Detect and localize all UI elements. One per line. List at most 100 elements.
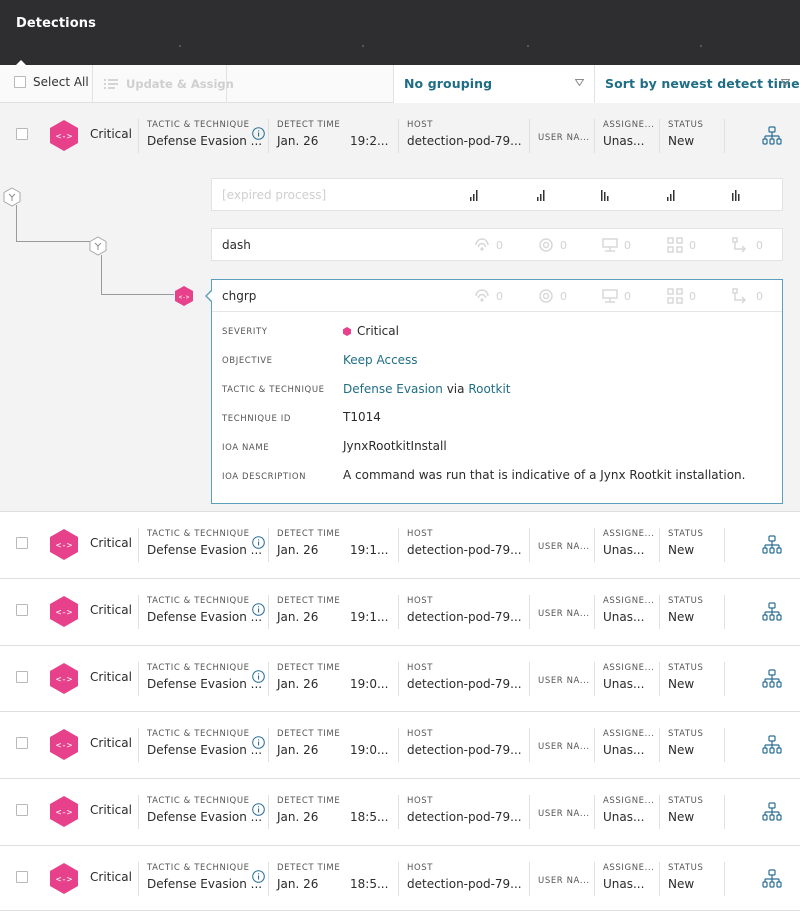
status-value: New	[668, 677, 695, 691]
info-icon[interactable]	[252, 670, 265, 683]
dns-icon	[539, 238, 553, 252]
info-icon[interactable]	[252, 536, 265, 549]
tactic-value: Defense Evasion ...	[147, 543, 263, 557]
assignee-label: ASSIGNE...	[603, 596, 655, 606]
process-node-icon[interactable]	[89, 236, 107, 256]
host-label: HOST	[407, 120, 434, 130]
process-node-icon[interactable]	[3, 187, 21, 207]
host-label: HOST	[407, 596, 434, 606]
update-assign-button[interactable]: Update & Assign	[104, 77, 234, 91]
column-divider	[724, 595, 725, 629]
column-divider	[594, 662, 595, 696]
column-divider	[529, 119, 530, 153]
info-icon[interactable]	[252, 803, 265, 816]
column-divider	[138, 795, 139, 829]
critical-process-node-icon[interactable]: <->	[174, 285, 194, 307]
detect-date-value: Jan. 26	[277, 610, 319, 624]
tree-connector	[101, 294, 174, 295]
process-detail-panel[interactable]: chgrp 0 0 0 0 0 SEVERITY Critical OBJECT…	[211, 279, 783, 504]
user-name-label: USER NA...	[538, 133, 590, 143]
tactic-link[interactable]: Defense Evasion	[343, 382, 443, 396]
severity-text: Critical	[90, 536, 132, 550]
sort-dropdown[interactable]: Sort by newest detect time	[594, 65, 800, 103]
info-icon[interactable]	[252, 870, 265, 883]
process-tree-icon[interactable]	[762, 669, 782, 689]
critical-severity-icon: <->	[50, 120, 78, 151]
info-icon[interactable]	[252, 603, 265, 616]
column-divider	[529, 862, 530, 896]
tactic-technique-field: Defense Evasion via Rootkit	[343, 382, 511, 396]
modules-stat: 0	[667, 237, 696, 253]
row-checkbox[interactable]	[16, 604, 28, 616]
detect-date-value: Jan. 26	[277, 810, 319, 824]
process-tree-icon[interactable]	[762, 602, 782, 622]
detection-row[interactable]: <-> Critical TACTIC & TECHNIQUE Defense …	[0, 579, 800, 646]
detection-row[interactable]: <-> Critical TACTIC & TECHNIQUE Defense …	[0, 712, 800, 779]
select-all-control[interactable]: Select All	[14, 75, 89, 89]
user-name-label: USER NA...	[538, 876, 590, 886]
process-expired[interactable]: [expired process]	[211, 178, 783, 211]
detection-row[interactable]: <-> Critical TACTIC & TECHNIQUE Defense …	[0, 779, 800, 846]
grouping-dropdown[interactable]: No grouping	[393, 65, 594, 103]
select-all-checkbox[interactable]	[14, 76, 26, 88]
column-divider	[138, 728, 139, 762]
row-checkbox[interactable]	[16, 737, 28, 749]
column-divider	[268, 662, 269, 696]
process-dash[interactable]: dash 0 0 0 0 0	[211, 228, 783, 261]
detection-row[interactable]: <-> Critical TACTIC & TECHNIQUE Defense …	[0, 646, 800, 712]
info-icon[interactable]	[252, 736, 265, 749]
registry-count: 0	[756, 289, 763, 303]
detect-time-label: DETECT TIME	[277, 663, 341, 673]
process-tree-icon[interactable]	[762, 869, 782, 889]
row-checkbox[interactable]	[16, 537, 28, 549]
process-chgrp[interactable]: chgrp 0 0 0 0 0	[212, 280, 782, 312]
column-divider	[594, 119, 595, 153]
detect-time-value: 19:2...	[350, 134, 389, 148]
row-checkbox[interactable]	[16, 128, 28, 140]
technique-id-value: T1014	[343, 410, 381, 424]
detect-time-label: DETECT TIME	[277, 863, 341, 873]
row-checkbox[interactable]	[16, 671, 28, 683]
tactic-label: TACTIC & TECHNIQUE	[147, 596, 250, 606]
disk-count: 0	[624, 238, 631, 252]
detection-row-summary[interactable]: <-> Critical TACTIC & TECHNIQUE Defense …	[0, 103, 800, 167]
process-tree-icon[interactable]	[762, 802, 782, 822]
row-checkbox[interactable]	[16, 804, 28, 816]
disk-stat: 0	[602, 288, 631, 304]
severity-text: Critical	[90, 870, 132, 884]
process-tree-icon[interactable]	[762, 535, 782, 555]
host-label: HOST	[407, 529, 434, 539]
network-stat: 0	[474, 288, 503, 304]
status-value: New	[668, 543, 695, 557]
network-icon	[475, 238, 489, 251]
column-divider	[659, 528, 660, 562]
column-divider	[138, 119, 139, 153]
disk-stat: 0	[602, 237, 631, 253]
detection-row[interactable]: <-> Critical TACTIC & TECHNIQUE Defense …	[0, 512, 800, 579]
row-checkbox[interactable]	[16, 871, 28, 883]
svg-text:<->: <->	[56, 541, 73, 551]
column-divider	[724, 528, 725, 562]
column-divider	[138, 595, 139, 629]
severity-text: Critical	[90, 803, 132, 817]
status-label: STATUS	[668, 663, 704, 673]
tactic-label: TACTIC & TECHNIQUE	[147, 120, 250, 130]
process-tree-icon[interactable]	[762, 126, 782, 146]
detect-date-value: Jan. 26	[277, 543, 319, 557]
assignee-label: ASSIGNE...	[603, 863, 655, 873]
info-icon[interactable]	[252, 127, 265, 140]
detection-row[interactable]: <-> Critical TACTIC & TECHNIQUE Defense …	[0, 846, 800, 911]
status-value: New	[668, 810, 695, 824]
tactic-technique-label: TACTIC & TECHNIQUE	[222, 385, 325, 395]
activity-bars-icon	[667, 190, 675, 201]
column-divider	[659, 795, 660, 829]
process-name: chgrp	[222, 289, 257, 303]
technique-link[interactable]: Rootkit	[468, 382, 511, 396]
disk-icon	[602, 238, 618, 252]
svg-text:<->: <->	[56, 808, 73, 818]
process-tree-icon[interactable]	[762, 735, 782, 755]
chevron-down-icon	[781, 79, 790, 86]
via-text: via	[446, 382, 465, 396]
objective-link[interactable]: Keep Access	[343, 353, 418, 367]
registry-icon	[732, 288, 747, 304]
